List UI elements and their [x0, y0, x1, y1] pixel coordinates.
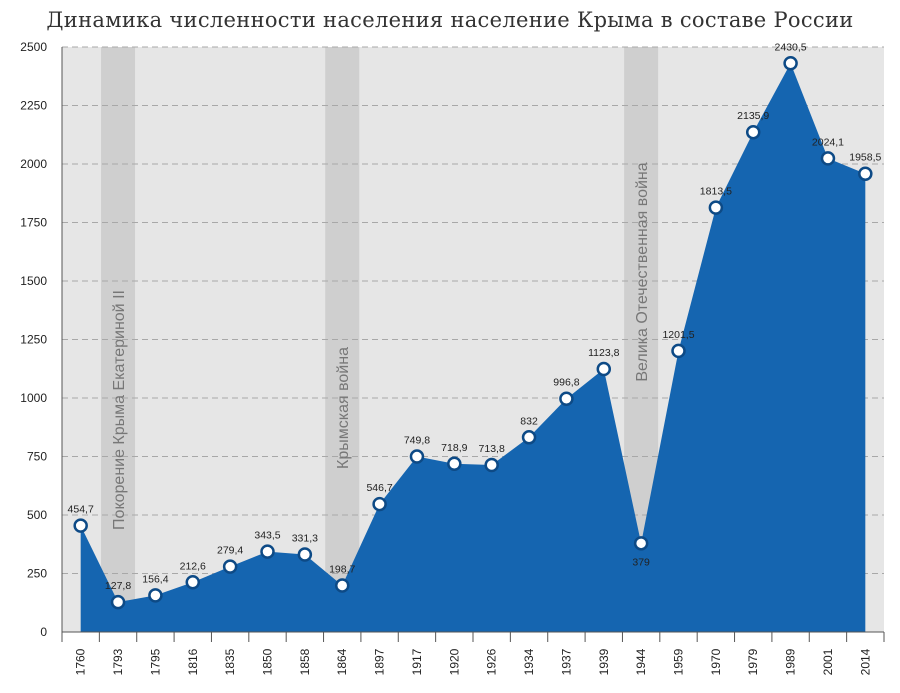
x-tick-label: 1917 [410, 648, 424, 675]
x-tick-label: 1920 [447, 648, 461, 675]
x-tick-label: 1864 [335, 648, 349, 675]
data-label: 379 [632, 556, 650, 568]
data-point [820, 151, 836, 166]
data-point [409, 449, 425, 464]
data-point [596, 361, 612, 377]
chart-title: Динамика численности населения население… [46, 8, 854, 32]
data-point [783, 56, 798, 71]
y-tick-label: 750 [27, 450, 47, 464]
x-tick-label: 1979 [746, 648, 760, 675]
data-label: 2430,5 [775, 41, 807, 53]
x-tick-label: 2014 [858, 648, 872, 675]
data-label: 1201,5 [662, 329, 694, 341]
data-point [185, 575, 201, 590]
data-label: 279,4 [217, 545, 243, 557]
x-tick-label: 1760 [74, 648, 88, 675]
y-tick-label: 2500 [20, 40, 47, 54]
data-point [745, 124, 761, 140]
data-label: 749,8 [404, 435, 430, 447]
y-tick-label: 2250 [20, 99, 47, 113]
x-tick-label: 1835 [223, 648, 237, 675]
data-label: 198,7 [329, 564, 355, 576]
x-tick-label: 1897 [373, 648, 387, 675]
y-tick-label: 1500 [20, 274, 47, 288]
x-tick-label: 1970 [709, 648, 723, 675]
y-tick-label: 1750 [20, 216, 47, 230]
event-band-label: Крымская война [335, 347, 352, 469]
data-label: 127,8 [105, 580, 131, 592]
data-point [222, 559, 238, 574]
data-point [484, 457, 499, 473]
data-point [334, 578, 350, 593]
x-tick-label: 1926 [485, 648, 499, 675]
data-label: 212,6 [180, 560, 206, 572]
data-label: 1123,8 [588, 347, 619, 359]
x-tick-label: 1944 [634, 648, 648, 675]
data-label: 2135,9 [737, 110, 769, 122]
data-label: 718,9 [441, 442, 467, 454]
data-point [521, 430, 537, 445]
x-tick-label: 1937 [559, 648, 573, 675]
y-tick-label: 1000 [20, 391, 47, 405]
data-label: 454,7 [68, 504, 94, 516]
event-band-label: Велика Отечественная война [634, 162, 651, 381]
event-band-label: Покорение Крыма Екатериной II [111, 290, 128, 530]
data-point [148, 588, 163, 603]
y-tick-label: 250 [27, 567, 47, 581]
y-tick-label: 0 [40, 625, 47, 639]
population-area [80, 63, 866, 632]
data-point [297, 547, 313, 562]
data-point [559, 391, 574, 406]
data-label: 832 [520, 415, 538, 427]
x-tick-label: 1959 [672, 648, 686, 675]
data-point [708, 200, 724, 215]
data-point [633, 536, 649, 551]
x-tick-label: 1939 [597, 648, 611, 675]
data-label: 546,7 [366, 482, 392, 494]
data-label: 156,4 [142, 573, 168, 585]
data-point [858, 166, 873, 181]
x-tick-label: 1858 [298, 648, 312, 675]
x-tick-label: 2001 [821, 648, 835, 675]
data-label: 996,8 [553, 377, 579, 389]
x-tick-label: 1989 [784, 648, 798, 675]
x-tick-label: 1795 [148, 648, 162, 675]
data-point [110, 594, 126, 610]
data-label: 331,3 [292, 532, 318, 544]
x-tick-label: 1850 [261, 648, 275, 675]
data-point [73, 518, 88, 533]
data-point [260, 544, 275, 559]
data-label: 343,5 [254, 530, 280, 542]
data-label: 1813,5 [700, 186, 732, 198]
y-tick-label: 1250 [20, 333, 47, 347]
data-label: 713,8 [479, 443, 505, 455]
x-tick-label: 1934 [522, 648, 536, 675]
y-tick-label: 2000 [20, 157, 47, 171]
data-point [372, 496, 387, 512]
data-label: 2024,1 [812, 136, 844, 148]
x-tick-label: 1816 [186, 648, 200, 675]
y-tick-label: 500 [27, 508, 47, 522]
data-point [447, 456, 462, 472]
data-point [671, 343, 686, 359]
data-label: 1958,5 [849, 152, 881, 164]
x-tick-label: 1793 [111, 648, 125, 675]
